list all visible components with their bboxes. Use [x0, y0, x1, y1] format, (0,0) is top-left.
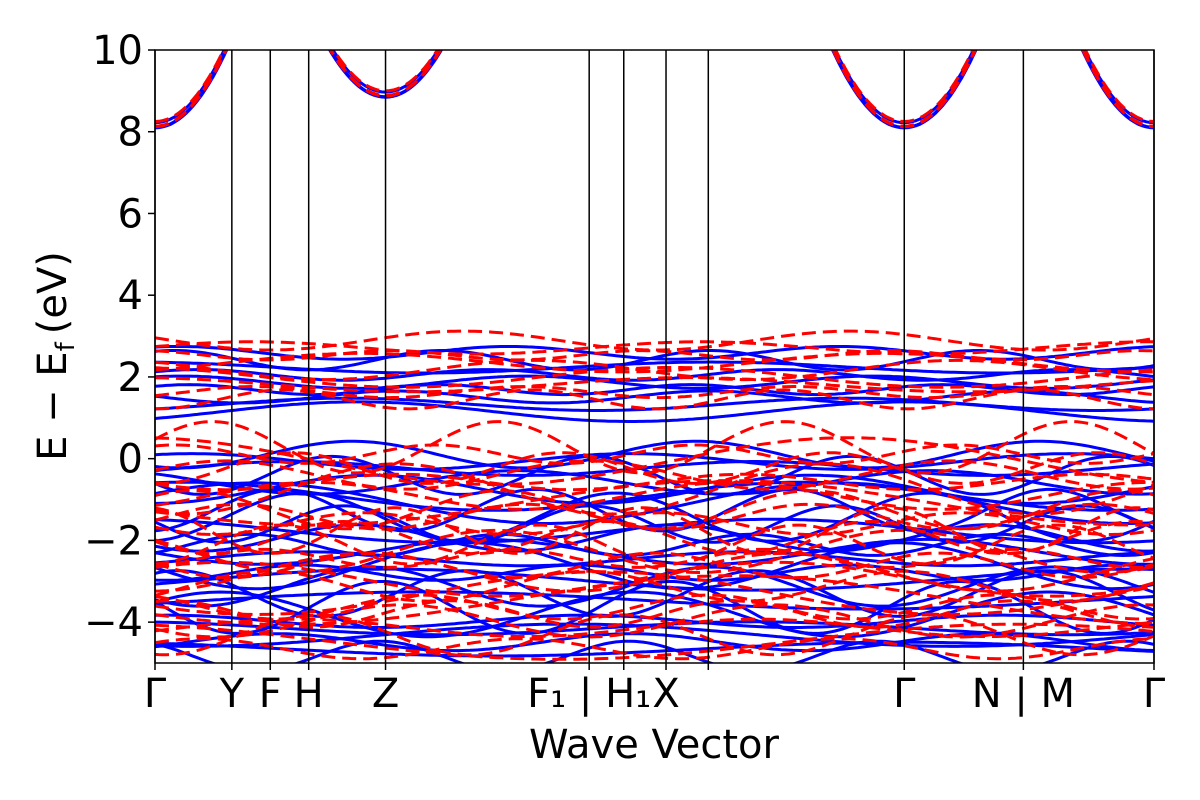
- x-axis-ticks: Γ Y F H Z F₁ | H₁ X Γ N | M Γ: [144, 663, 1166, 717]
- band-line: [155, 50, 1154, 130]
- band-line: [155, 491, 1154, 543]
- band-line: [155, 374, 1154, 390]
- y-axis-label-sub: f: [51, 341, 81, 351]
- band-line: [155, 481, 1154, 525]
- x-tick-label: F₁ | H₁: [527, 671, 651, 717]
- band-line: [155, 569, 1154, 603]
- band-line: [155, 388, 1154, 411]
- y-tick-label: 4: [118, 273, 143, 319]
- x-tick-label: Y: [219, 671, 245, 717]
- band-line: [155, 50, 1154, 124]
- band-line: [155, 436, 1154, 486]
- x-tick-label: N | M: [972, 671, 1075, 717]
- y-tick-label: −2: [84, 518, 143, 564]
- y-axis-ticks: −4 −2 0 2 4 6 8 10: [84, 28, 155, 646]
- y-tick-label: 10: [92, 28, 143, 74]
- y-axis-label: E − Ef (eV): [30, 251, 81, 461]
- band-line: [155, 345, 1154, 361]
- band-line: [155, 599, 1154, 629]
- x-tick-label: Z: [372, 671, 399, 717]
- y-axis-label-main: E − E: [30, 351, 76, 461]
- band-line: [155, 603, 1154, 639]
- band-line: [155, 50, 1154, 129]
- band-line: [155, 451, 1154, 485]
- band-line: [155, 480, 1154, 511]
- band-line: [155, 551, 1154, 580]
- band-line: [155, 560, 1154, 598]
- x-tick-label: F: [259, 671, 282, 717]
- y-tick-label: −4: [84, 600, 143, 646]
- band-line: [155, 329, 1154, 352]
- series-red-dashed-bands: [155, 50, 1154, 661]
- y-tick-label: 8: [118, 110, 143, 156]
- y-tick-label: 0: [118, 437, 143, 483]
- band-line: [155, 637, 1154, 661]
- band-line: [155, 400, 1154, 423]
- band-line: [155, 640, 1154, 658]
- band-line: [155, 368, 1154, 382]
- band-line: [155, 523, 1154, 566]
- band-line: [155, 565, 1154, 608]
- x-tick-label: X: [652, 671, 679, 717]
- plot-frame: [154, 49, 1155, 664]
- band-line: [155, 613, 1154, 657]
- x-tick-label: Γ: [893, 671, 916, 717]
- y-tick-label: 6: [118, 191, 143, 237]
- x-axis-label: Wave Vector: [529, 722, 780, 768]
- band-line: [155, 502, 1154, 531]
- y-axis-label-unit: (eV): [30, 251, 76, 334]
- y-tick-label: 2: [118, 355, 143, 401]
- band-line: [155, 389, 1154, 405]
- band-line: [155, 511, 1154, 536]
- band-line: [155, 639, 1154, 663]
- band-line: [155, 506, 1154, 555]
- x-tick-label: Γ: [144, 671, 167, 717]
- band-line: [155, 550, 1154, 568]
- band-line: [155, 50, 1154, 125]
- x-tick-label: H: [294, 671, 324, 717]
- x-tick-label: Γ: [1143, 671, 1166, 717]
